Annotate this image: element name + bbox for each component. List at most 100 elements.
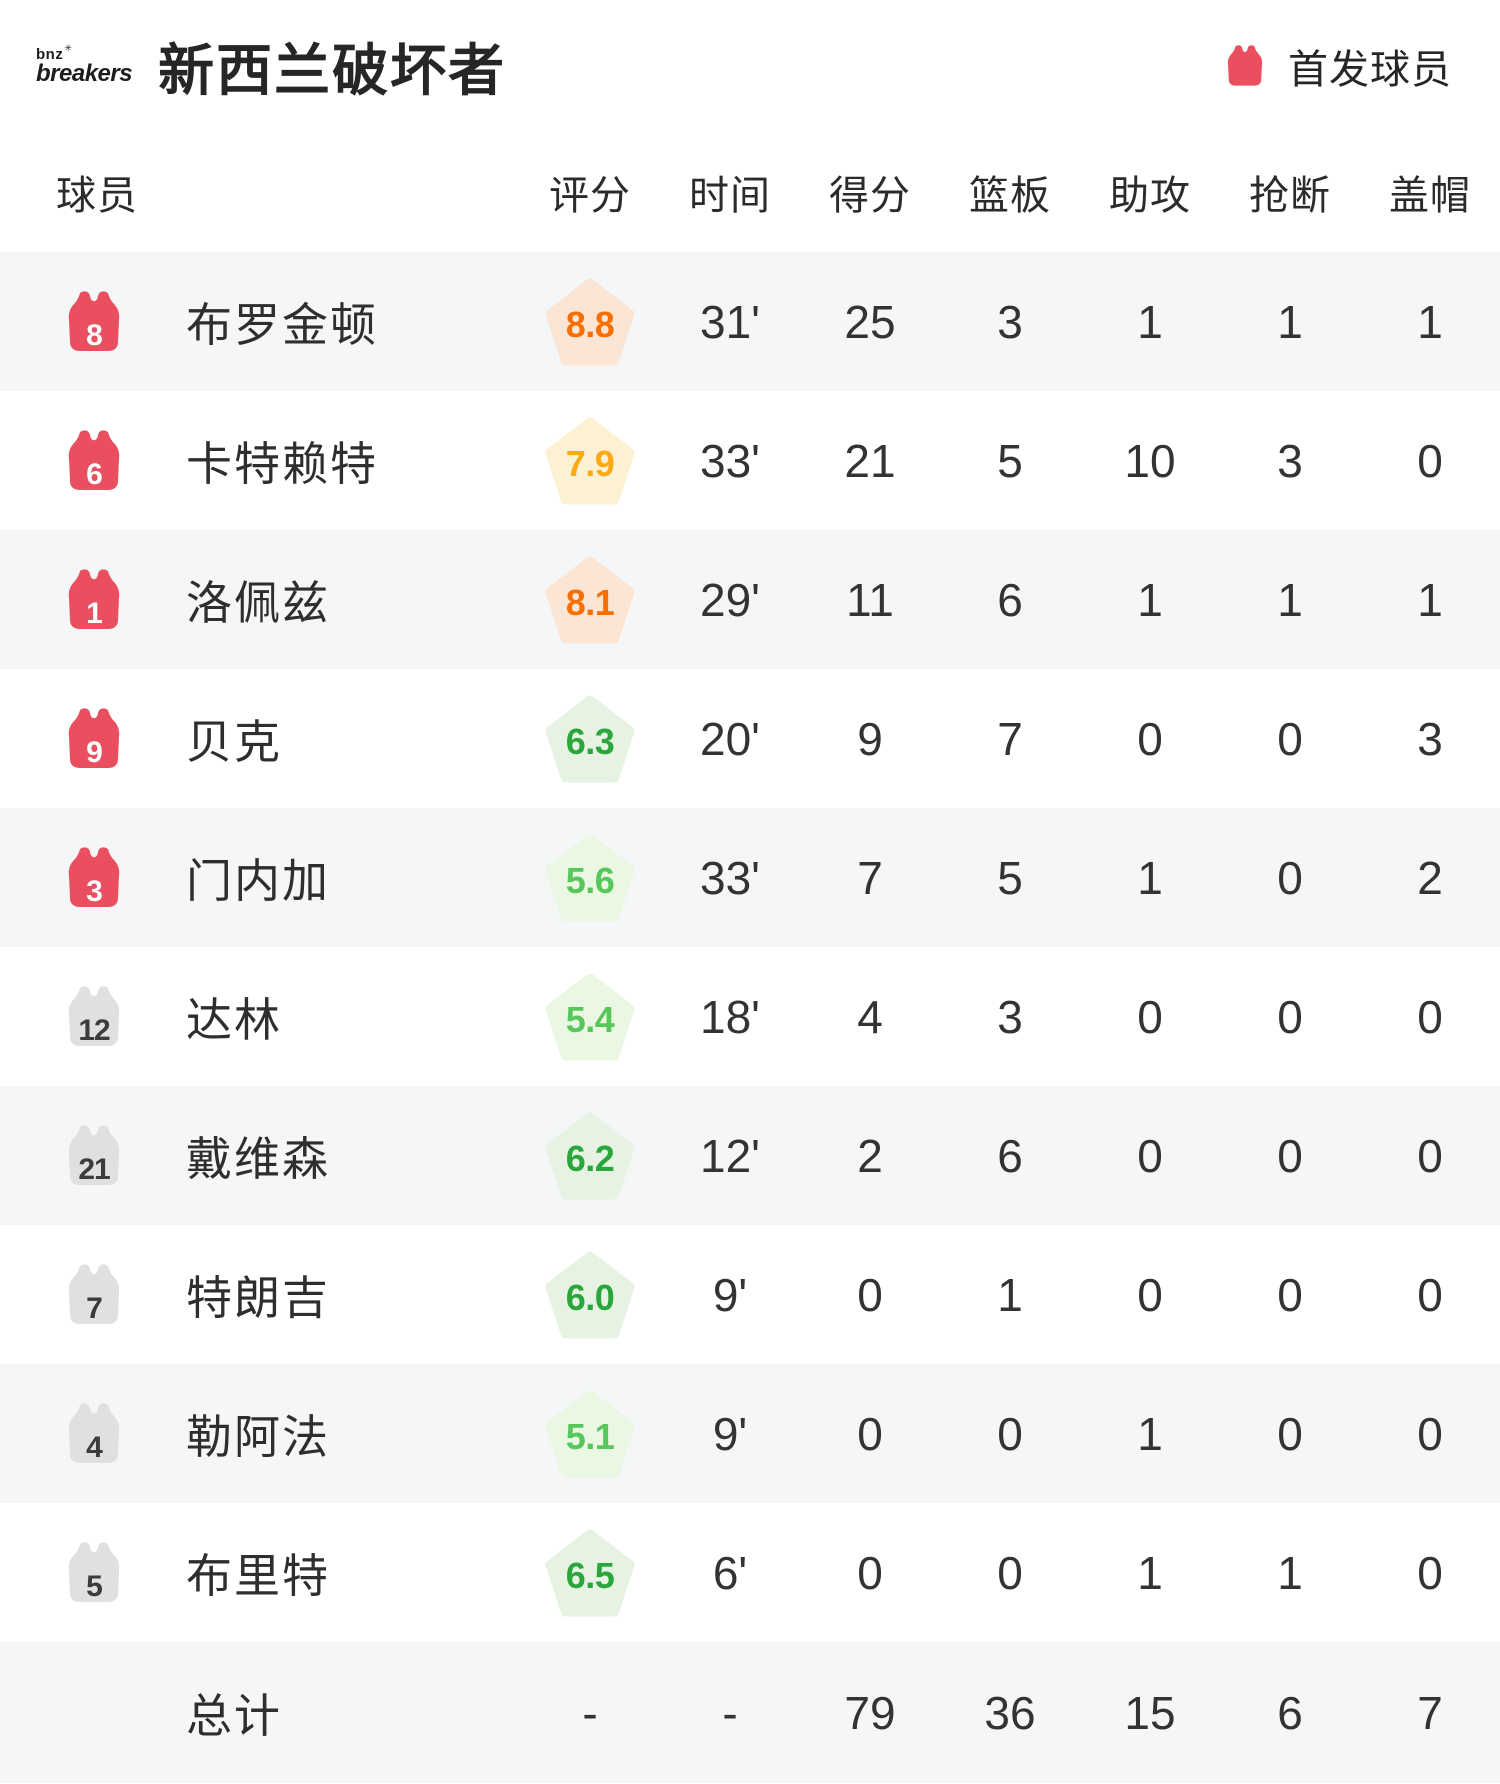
table-body: 8 布罗金顿 8.8 31' 25 3 1 1 1 6 [0,252,1500,1642]
rebounds-cell: 5 [997,851,1023,904]
jersey-number: 7 [86,1291,103,1325]
starter-jersey-icon [1222,44,1268,88]
rating-value: 6.2 [565,1137,615,1179]
player-name: 卡特赖特 [186,437,378,490]
blocks-cell: 0 [1417,434,1443,487]
points-cell: 25 [844,295,896,348]
team-logo-bottom: breakers [36,59,133,87]
starter-legend-label: 首发球员 [1288,48,1452,92]
assists-cell: 0 [1137,1268,1163,1321]
rating-cell: 5.4 [520,972,660,1061]
points-cell: 7 [857,851,883,904]
jersey-icon: 21 [60,1123,128,1189]
rating-value: 7.9 [565,442,615,484]
player-cell: 1 洛佩兹 [0,567,520,633]
col-header-rating: 评分 [549,174,631,218]
rebounds-cell: 3 [997,295,1023,348]
points-cell: 0 [857,1407,883,1460]
player-cell: 12 达林 [0,984,520,1050]
points-cell: 11 [846,573,894,626]
table-row[interactable]: 21 戴维森 6.2 12' 2 6 0 0 0 [0,1086,1500,1225]
assists-cell: 1 [1137,573,1163,626]
points-cell: 21 [844,434,896,487]
rating-cell: 8.1 [520,555,660,644]
assists-cell: 0 [1137,1129,1163,1182]
table-row[interactable]: 9 贝克 6.3 20' 9 7 0 0 3 [0,669,1500,808]
points-cell: 2 [857,1129,883,1182]
points-cell: 0 [857,1546,883,1599]
rating-value: 8.1 [565,581,615,623]
rating-value: 5.1 [565,1415,615,1457]
jersey-icon: 12 [60,984,128,1050]
rebounds-cell: 7 [997,712,1023,765]
total-steals: 6 [1277,1686,1303,1739]
steals-cell: 0 [1277,1129,1303,1182]
steals-cell: 1 [1277,295,1303,348]
jersey-icon: 5 [60,1540,128,1606]
steals-cell: 0 [1277,1268,1303,1321]
points-cell: 0 [857,1268,883,1321]
rating-cell: 8.8 [520,277,660,366]
jersey-icon: 1 [60,567,128,633]
steals-cell: 1 [1277,1546,1303,1599]
table-row[interactable]: 1 洛佩兹 8.1 29' 11 6 1 1 1 [0,530,1500,669]
rating-cell: 6.5 [520,1528,660,1617]
jersey-icon: 9 [60,706,128,772]
blocks-cell: 0 [1417,1407,1443,1460]
player-cell: 8 布罗金顿 [0,289,520,355]
table-row[interactable]: 5 布里特 6.5 6' 0 0 1 1 0 [0,1503,1500,1642]
steals-cell: 1 [1277,573,1303,626]
team-logo-top: bnz ✳ [36,42,73,63]
player-name: 特朗吉 [186,1271,330,1324]
total-time: - [722,1686,738,1739]
table-row[interactable]: 8 布罗金顿 8.8 31' 25 3 1 1 1 [0,252,1500,391]
rating-badge: 6.5 [545,1528,635,1617]
player-name: 勒阿法 [186,1410,330,1463]
time-cell: 9' [712,1268,748,1321]
rating-badge: 6.2 [545,1111,635,1200]
table-row[interactable]: 12 达林 5.4 18' 4 3 0 0 0 [0,947,1500,1086]
player-cell: 6 卡特赖特 [0,428,520,494]
rating-value: 6.3 [565,720,615,762]
jersey-number: 1 [86,596,103,630]
blocks-cell: 0 [1417,990,1443,1043]
player-name: 戴维森 [186,1132,330,1185]
logo-star-icon: ✳ [64,42,73,53]
assists-cell: 1 [1137,1546,1163,1599]
rating-badge: 5.6 [545,833,635,922]
rating-cell: 6.2 [520,1111,660,1200]
time-cell: 33' [700,851,760,904]
rebounds-cell: 0 [997,1407,1023,1460]
blocks-cell: 1 [1417,573,1443,626]
jersey-number: 21 [78,1152,110,1186]
rebounds-cell: 5 [997,434,1023,487]
steals-cell: 0 [1277,851,1303,904]
col-header-steals: 抢断 [1249,174,1331,218]
table-row[interactable]: 4 勒阿法 5.1 9' 0 0 1 0 0 [0,1364,1500,1503]
col-header-player: 球员 [56,174,138,218]
steals-cell: 0 [1277,712,1303,765]
rating-badge: 5.4 [545,972,635,1061]
assists-cell: 0 [1137,990,1163,1043]
jersey-number: 9 [86,735,103,769]
points-cell: 4 [857,990,883,1043]
starter-legend: 首发球员 [1222,37,1452,95]
time-cell: 33' [700,434,760,487]
jersey-number: 4 [86,1430,103,1464]
rating-cell: 5.1 [520,1389,660,1478]
player-cell: 3 门内加 [0,845,520,911]
player-cell: 21 戴维森 [0,1123,520,1189]
blocks-cell: 2 [1417,851,1443,904]
total-points: 79 [844,1686,896,1739]
table-row[interactable]: 6 卡特赖特 7.9 33' 21 5 10 3 0 [0,391,1500,530]
table-row[interactable]: 7 特朗吉 6.0 9' 0 1 0 0 0 [0,1225,1500,1364]
rating-value: 5.4 [565,998,615,1040]
player-cell: 5 布里特 [0,1540,520,1606]
jersey-icon: 8 [60,289,128,355]
jersey-icon: 7 [60,1262,128,1328]
table-row[interactable]: 3 门内加 5.6 33' 7 5 1 0 2 [0,808,1500,947]
total-assists: 15 [1124,1686,1176,1739]
time-cell: 6' [712,1546,748,1599]
rebounds-cell: 3 [997,990,1023,1043]
rating-badge: 6.0 [545,1250,635,1339]
